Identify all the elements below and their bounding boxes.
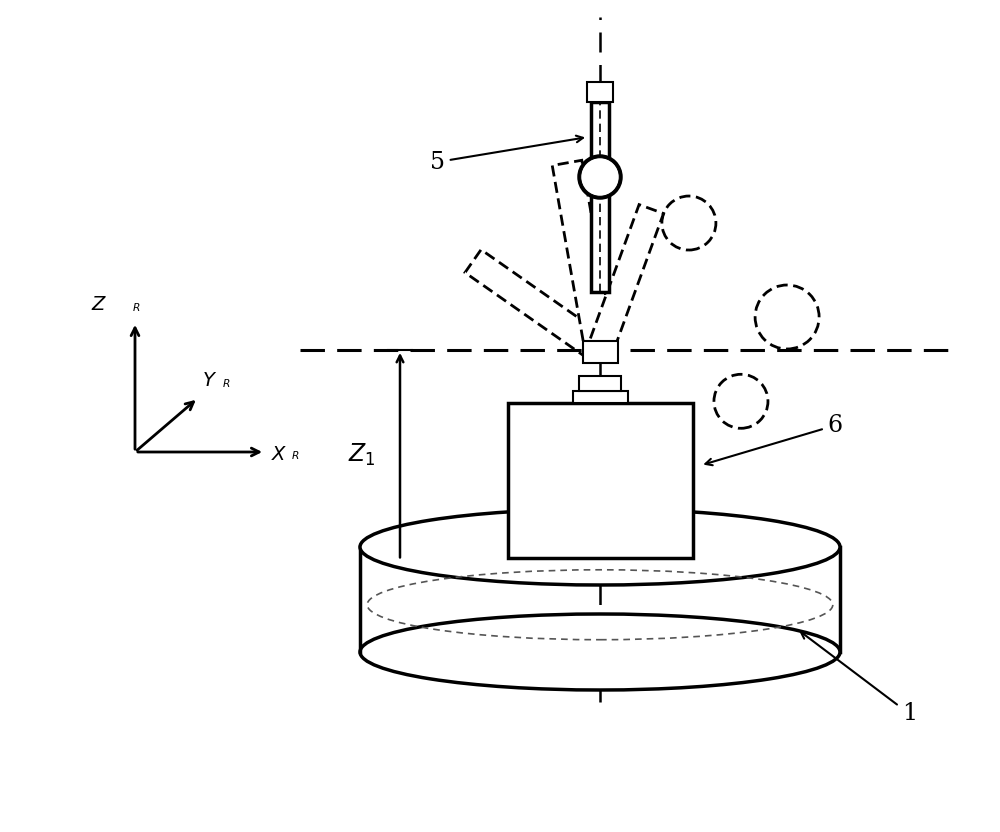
Circle shape	[755, 285, 819, 349]
Text: 5: 5	[430, 136, 583, 174]
Text: $_{R}$: $_{R}$	[291, 448, 300, 462]
Polygon shape	[552, 161, 615, 353]
Bar	[582, 341, 618, 364]
Bar	[587, 82, 613, 102]
Polygon shape	[465, 250, 608, 361]
Circle shape	[662, 196, 716, 250]
Ellipse shape	[360, 614, 840, 690]
Text: $Z$: $Z$	[91, 296, 107, 314]
Text: $X$: $X$	[271, 446, 288, 464]
Bar	[579, 376, 621, 391]
Bar	[360, 547, 840, 652]
Polygon shape	[588, 205, 664, 354]
Text: 6: 6	[705, 414, 843, 465]
Ellipse shape	[360, 509, 840, 585]
Circle shape	[714, 374, 768, 428]
Text: $_{R}$: $_{R}$	[132, 300, 141, 314]
Bar	[508, 404, 693, 558]
Circle shape	[579, 156, 621, 198]
Text: $Y$: $Y$	[202, 372, 217, 390]
Text: $Z_1$: $Z_1$	[348, 442, 376, 468]
Text: 1: 1	[801, 632, 917, 726]
Bar	[591, 102, 609, 292]
Bar	[572, 391, 628, 404]
Text: $_{R}$: $_{R}$	[222, 376, 230, 390]
